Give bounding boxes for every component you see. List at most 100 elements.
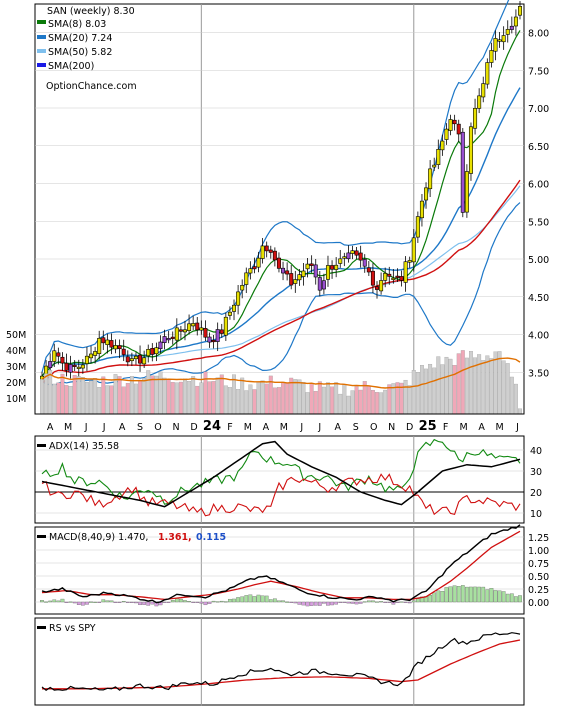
candle-body (289, 273, 294, 286)
macd-histogram-bar (326, 601, 330, 606)
candle-body (354, 250, 359, 256)
x-axis-label: M (64, 422, 72, 433)
macd-histogram-bar (469, 586, 473, 603)
candle-body (150, 348, 155, 355)
candle-body (411, 237, 416, 263)
price-y-tick: 4.50 (528, 293, 549, 304)
sma8-legend-label: SMA(8) 8.03 (48, 19, 106, 30)
candle-body (424, 187, 429, 201)
macd-histogram-bar (273, 598, 277, 603)
volume-bar (505, 363, 510, 415)
x-axis-label: S (353, 422, 359, 433)
volume-bar (174, 382, 179, 415)
macd-histogram-bar (305, 601, 310, 607)
candle-body (72, 364, 77, 367)
macd-histogram-bar (301, 601, 306, 606)
volume-bar (285, 383, 290, 415)
volume-bar (203, 371, 208, 415)
volume-y-tick: 20M (6, 378, 26, 389)
candle-body (154, 347, 159, 355)
candle-body (109, 340, 114, 348)
volume-bar (154, 375, 159, 415)
x-axis-label: N (172, 422, 179, 433)
x-axis-label: S (137, 422, 143, 433)
candle-body (272, 250, 277, 261)
volume-bar (313, 391, 318, 415)
macd-histogram-bar (146, 601, 151, 606)
macd-histogram-bar (452, 585, 457, 603)
candle-body (301, 270, 306, 277)
volume-bar (146, 370, 151, 415)
price-y-tick: 4.00 (528, 331, 549, 342)
macd-histogram-bar (48, 600, 53, 603)
candle-body (113, 345, 118, 350)
macd-histogram-bar (179, 598, 183, 603)
volume-bar (452, 365, 457, 415)
volume-y-tick: 40M (6, 346, 26, 357)
macd-histogram-bar (252, 596, 257, 603)
volume-bar (330, 386, 335, 415)
sma8-legend-swatch (37, 20, 46, 24)
macd-histogram-bar (362, 601, 367, 603)
candle-body (448, 119, 453, 131)
volume-bar (432, 367, 437, 415)
volume-bar (354, 386, 359, 415)
x-axis-label: 25 (419, 419, 437, 434)
volume-bar (317, 381, 322, 415)
macd-histogram-bar (40, 600, 44, 603)
macd-histogram-bar (330, 601, 334, 606)
volume-bar (411, 370, 416, 415)
macd-histogram-bar (375, 601, 379, 603)
volume-bar (158, 371, 163, 415)
volume-bar (52, 383, 57, 415)
macd-histogram-bar (460, 585, 465, 603)
macd-histogram-bar (342, 601, 347, 603)
volume-bar (68, 386, 73, 415)
candle-body (252, 266, 257, 270)
x-axis-label: D (190, 422, 197, 433)
macd-histogram-bar (240, 596, 245, 603)
candle-body (468, 126, 473, 174)
macd-histogram-bar (117, 601, 122, 603)
candle-body (497, 39, 502, 42)
volume-bar (264, 383, 269, 415)
adx-y-tick: 20 (530, 488, 542, 499)
macd-histogram-bar (493, 590, 498, 603)
volume-bar (489, 358, 494, 415)
volume-bar (469, 351, 473, 415)
volume-bar (281, 381, 285, 415)
volume-bar (109, 385, 114, 415)
macd-histogram-bar (411, 600, 416, 603)
macd-histogram-bar (125, 601, 130, 603)
candle-body (203, 328, 208, 338)
candle-body (456, 123, 461, 135)
bollinger-upper-line (41, 0, 510, 373)
volume-bar (464, 357, 469, 415)
macd-histogram-bar (399, 601, 404, 603)
x-axis-label: A (263, 422, 270, 433)
macd-histogram-bar (309, 601, 314, 606)
volume-bar (419, 365, 424, 415)
volume-bar (293, 379, 298, 415)
x-axis-label: J (102, 422, 106, 433)
candle-body (207, 336, 212, 343)
volume-bar (162, 377, 167, 415)
macd-histogram-bar (162, 601, 167, 603)
macd-histogram-bar (313, 601, 318, 606)
macd-histogram-bar (89, 601, 93, 603)
price-panel: 8.00 7.50 7.00 6.50 6.00 5.50 5.00 4.50 4.00 3.50 (34, 0, 549, 415)
candle-body (125, 356, 130, 363)
candle-body (162, 336, 167, 343)
candle-body (223, 316, 228, 336)
candle-body (97, 337, 102, 354)
price-y-tick: 3.50 (528, 368, 549, 379)
candle-body (370, 270, 375, 286)
macd-histogram-bar (97, 601, 102, 603)
candle-body (375, 286, 380, 290)
volume-bar (138, 380, 143, 415)
rs-line (41, 632, 521, 692)
volume-bar (342, 384, 347, 415)
macd-histogram-bar (236, 597, 240, 603)
macd-histogram-bar (138, 601, 142, 606)
